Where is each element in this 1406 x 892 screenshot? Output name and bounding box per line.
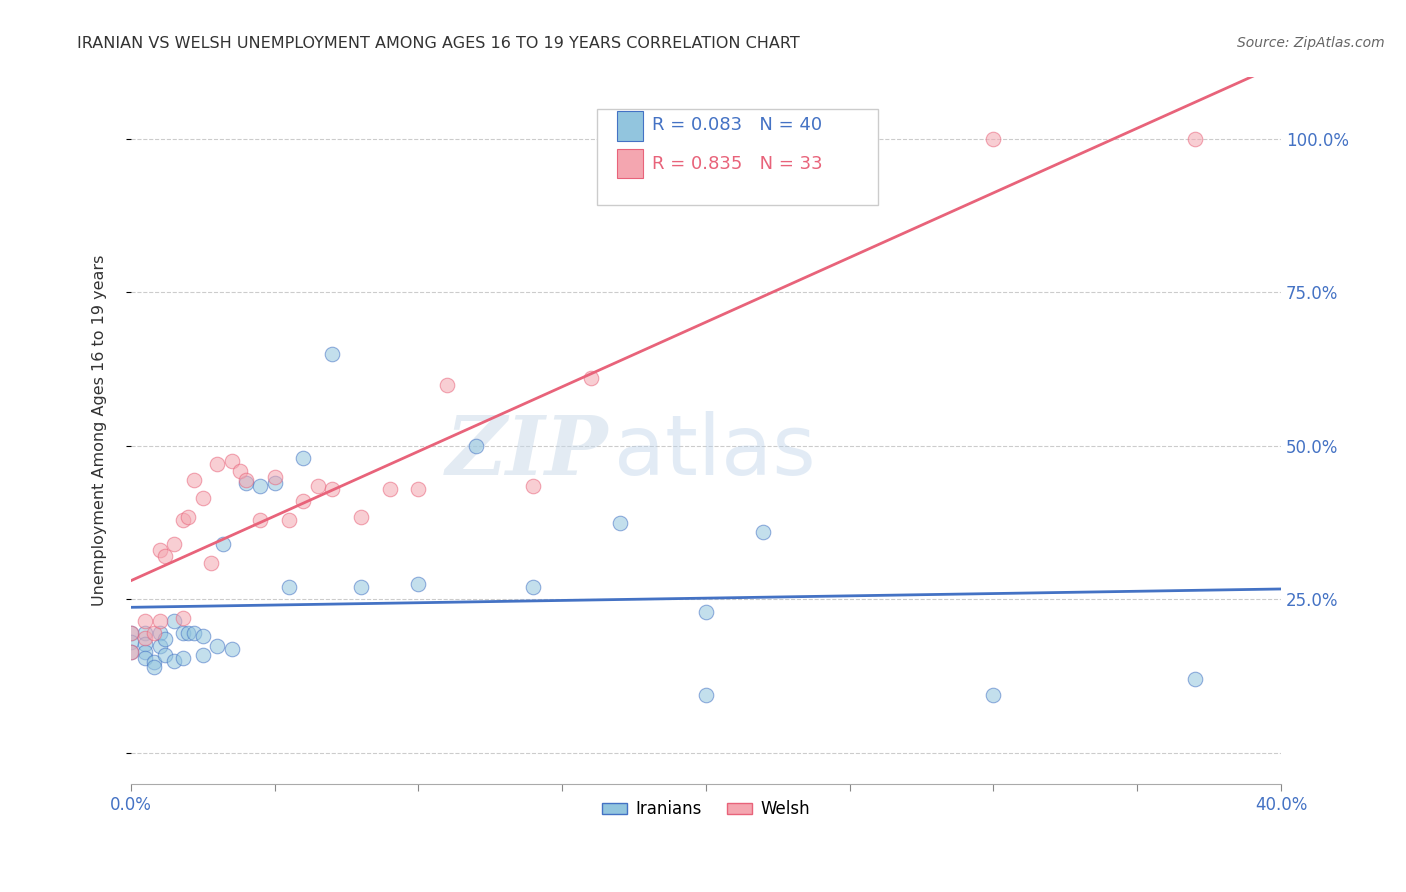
Point <box>183 473 205 487</box>
Point <box>120 626 142 640</box>
Point <box>263 469 285 483</box>
Point <box>235 473 257 487</box>
Point <box>191 629 214 643</box>
Point <box>292 451 315 466</box>
Point <box>408 482 430 496</box>
Point <box>134 637 156 651</box>
Point <box>149 639 172 653</box>
Point <box>134 631 156 645</box>
Point <box>142 655 165 669</box>
Point <box>983 688 1005 702</box>
Point <box>134 626 156 640</box>
Point <box>120 635 142 649</box>
Text: R = 0.083   N = 40: R = 0.083 N = 40 <box>652 117 823 135</box>
Point <box>191 491 214 505</box>
Point <box>155 648 177 662</box>
Point <box>172 611 194 625</box>
Point <box>134 650 156 665</box>
Point <box>249 513 271 527</box>
Bar <box>617 112 643 141</box>
Point <box>1184 132 1206 146</box>
Point <box>172 650 194 665</box>
Point <box>278 513 301 527</box>
Point <box>378 482 401 496</box>
Point <box>408 577 430 591</box>
Point <box>350 509 373 524</box>
FancyBboxPatch shape <box>596 109 879 204</box>
Text: atlas: atlas <box>614 411 815 492</box>
Point <box>172 513 194 527</box>
Point <box>235 475 257 490</box>
Point <box>191 648 214 662</box>
Point <box>321 482 343 496</box>
Point <box>212 537 235 551</box>
Point <box>142 660 165 674</box>
Point <box>155 632 177 647</box>
Point <box>278 580 301 594</box>
Point <box>249 479 271 493</box>
Point <box>183 626 205 640</box>
Point <box>695 605 717 619</box>
Text: R = 0.835   N = 33: R = 0.835 N = 33 <box>652 155 823 173</box>
Point <box>163 614 186 628</box>
Point <box>120 626 142 640</box>
Bar <box>617 149 643 178</box>
Point <box>1184 673 1206 687</box>
Text: ZIP: ZIP <box>446 412 609 491</box>
Point <box>205 458 228 472</box>
Point <box>263 475 285 490</box>
Point <box>172 626 194 640</box>
Point <box>155 549 177 564</box>
Point <box>134 645 156 659</box>
Legend: Iranians, Welsh: Iranians, Welsh <box>596 794 817 825</box>
Point <box>983 132 1005 146</box>
Point <box>465 439 488 453</box>
Point <box>229 463 252 477</box>
Point <box>752 524 775 539</box>
Text: Source: ZipAtlas.com: Source: ZipAtlas.com <box>1237 36 1385 50</box>
Point <box>321 347 343 361</box>
Point <box>177 509 200 524</box>
Text: IRANIAN VS WELSH UNEMPLOYMENT AMONG AGES 16 TO 19 YEARS CORRELATION CHART: IRANIAN VS WELSH UNEMPLOYMENT AMONG AGES… <box>77 36 800 51</box>
Point <box>120 645 142 659</box>
Point <box>205 639 228 653</box>
Point <box>149 614 172 628</box>
Point <box>163 537 186 551</box>
Point <box>142 626 165 640</box>
Y-axis label: Unemployment Among Ages 16 to 19 years: Unemployment Among Ages 16 to 19 years <box>93 255 107 607</box>
Point <box>149 626 172 640</box>
Point <box>177 626 200 640</box>
Point <box>200 556 222 570</box>
Point <box>134 614 156 628</box>
Point <box>221 641 243 656</box>
Point <box>307 479 329 493</box>
Point <box>695 688 717 702</box>
Point <box>163 654 186 668</box>
Point <box>292 494 315 508</box>
Point <box>120 645 142 659</box>
Point <box>350 580 373 594</box>
Point <box>609 516 631 530</box>
Point <box>436 377 458 392</box>
Point <box>522 479 544 493</box>
Point <box>149 543 172 558</box>
Point <box>522 580 544 594</box>
Point <box>579 371 602 385</box>
Point <box>221 454 243 468</box>
